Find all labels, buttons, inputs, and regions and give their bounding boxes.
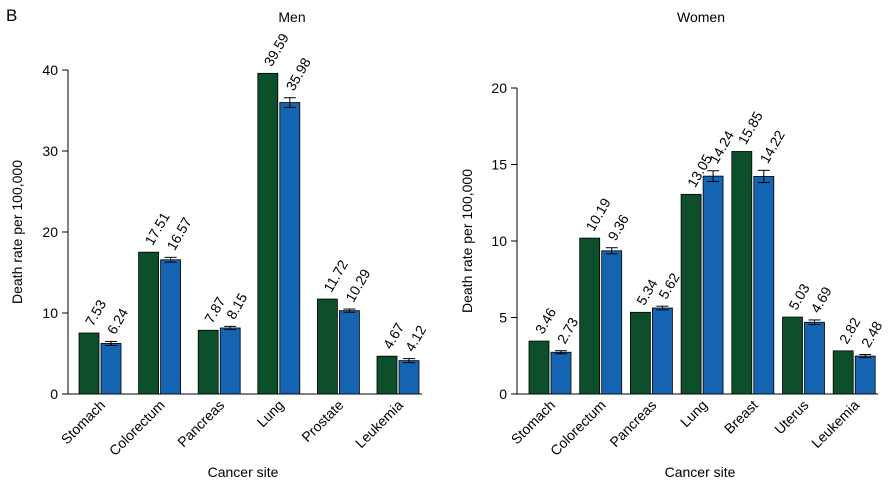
y-tick-label: 10 [42, 305, 58, 321]
data-label-series-2: 35.98 [283, 55, 314, 94]
bar-series-2 [100, 343, 122, 395]
x-tick-label: Leukemia [808, 397, 862, 451]
x-tick-label: Stomach [58, 397, 108, 447]
bar-series-2 [160, 259, 182, 395]
bar-series-1 [579, 237, 601, 395]
y-tick-label: 0 [50, 386, 58, 402]
data-label-series-1: 7.53 [82, 297, 110, 329]
data-label-series-2: 4.12 [402, 322, 430, 354]
x-tick-label: Stomach [508, 397, 558, 447]
bar-series-2 [550, 351, 572, 395]
x-tick-label: Pancreas [174, 397, 227, 450]
x-tick-label: Breast [721, 397, 761, 437]
bar-series-1 [528, 340, 550, 395]
bar-series-1 [316, 298, 338, 395]
y-tick-label: 10 [491, 233, 507, 249]
bar-series-2 [753, 176, 775, 395]
bar-series-1 [78, 332, 100, 395]
data-label-series-2: 6.24 [104, 305, 132, 337]
data-label-series-2: 8.15 [223, 290, 251, 322]
data-label-series-2: 14.22 [757, 127, 788, 166]
bar-series-2 [219, 327, 241, 395]
x-tick-label: Lung [677, 397, 710, 430]
bar-series-2 [398, 360, 420, 395]
chart-title: Men [278, 9, 305, 25]
x-tick-label: Lung [254, 397, 287, 430]
bar-series-1 [138, 251, 160, 395]
bar-series-1 [630, 311, 651, 395]
bar-series-1 [257, 72, 279, 395]
bar-series-2 [601, 250, 623, 395]
bar-series-1 [782, 316, 803, 395]
bar-series-1 [197, 329, 219, 395]
y-tick-label: 40 [42, 62, 58, 78]
x-axis-label: Cancer site [208, 464, 279, 480]
x-tick-label: Colorectum [106, 397, 168, 459]
bar-series-2 [338, 310, 360, 395]
x-tick-label: Pancreas [606, 397, 659, 450]
y-axis-label: Death rate per 100,000 [459, 169, 475, 313]
panel-label: B [6, 6, 18, 25]
data-label-series-2: 9.36 [604, 211, 632, 243]
y-tick-label: 0 [499, 386, 507, 402]
y-tick-label: 15 [491, 157, 507, 173]
bar-series-1 [376, 355, 398, 395]
y-axis-label: Death rate per 100,000 [9, 160, 25, 304]
data-label-series-1: 15.85 [735, 108, 766, 147]
x-axis-label: Cancer site [665, 464, 736, 480]
data-label-series-2: 5.62 [655, 270, 683, 302]
data-label-series-2: 2.73 [554, 314, 582, 346]
y-tick-label: 5 [499, 310, 507, 326]
bar-series-1 [731, 151, 753, 395]
data-label-series-1: 3.46 [532, 305, 560, 337]
bar-series-1 [680, 193, 702, 395]
x-tick-label: Colorectum [547, 397, 609, 459]
x-tick-label: Uterus [771, 397, 811, 437]
x-tick-label: Leukemia [352, 397, 406, 451]
bar-series-2 [702, 175, 724, 395]
y-tick-label: 20 [42, 224, 58, 240]
bar-series-1 [832, 350, 854, 395]
bar-series-2 [854, 355, 876, 395]
bar-series-2 [652, 307, 673, 395]
bar-series-2 [279, 102, 301, 395]
chart-title: Women [677, 9, 725, 25]
y-tick-label: 30 [42, 143, 58, 159]
y-tick-label: 20 [491, 80, 507, 96]
bar-series-2 [804, 321, 825, 395]
data-label-series-1: 39.59 [261, 30, 292, 69]
x-tick-label: Prostate [298, 397, 346, 445]
